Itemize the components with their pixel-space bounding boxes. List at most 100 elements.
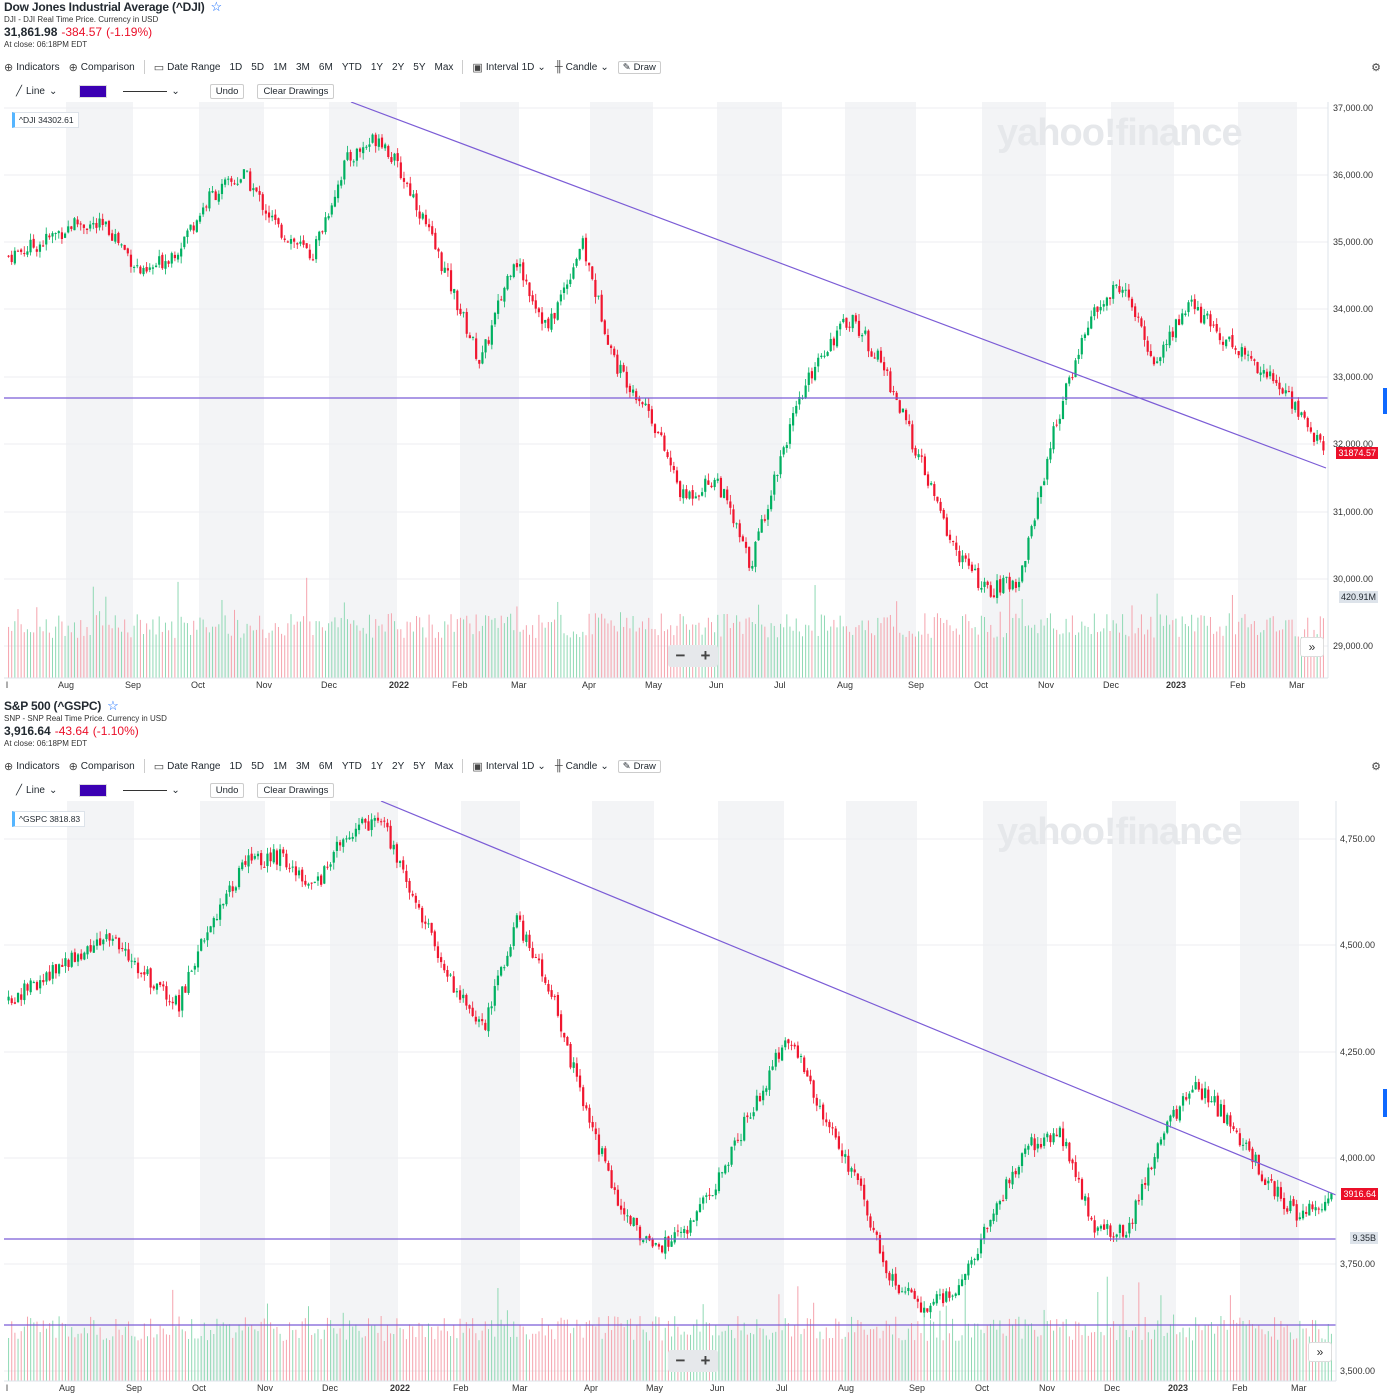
volume-bar xyxy=(216,1318,218,1381)
range-1d[interactable]: 1D xyxy=(229,760,243,772)
volume-bar xyxy=(409,622,411,678)
candle-body xyxy=(970,1260,973,1265)
range-5y[interactable]: 5Y xyxy=(413,760,426,772)
interval-button[interactable]: ▣ Interval 1D ⌄ xyxy=(472,760,546,773)
volume-bar xyxy=(326,1317,328,1381)
gspc-chart[interactable]: 4,750.004,500.004,250.004,000.003,750.00… xyxy=(0,801,1387,1398)
volume-bar xyxy=(367,1318,369,1381)
range-ytd[interactable]: YTD xyxy=(341,61,362,73)
candle-body xyxy=(738,523,741,538)
candle-body xyxy=(181,986,184,1011)
star-icon[interactable]: ☆ xyxy=(107,699,119,713)
volume-bar xyxy=(162,1328,164,1381)
candle-body xyxy=(1265,371,1269,378)
range-3m[interactable]: 3M xyxy=(296,61,310,73)
candle-body xyxy=(1108,297,1112,299)
candle-button[interactable]: ╫ Candle ⌄ xyxy=(554,760,609,772)
range-1m[interactable]: 1M xyxy=(273,760,287,772)
range-6m[interactable]: 6M xyxy=(318,760,333,772)
line-tool-button[interactable]: ╱ Line ⌄ xyxy=(16,784,58,796)
candle-body xyxy=(831,1127,834,1129)
range-3m[interactable]: 3M xyxy=(296,760,310,772)
volume-bar xyxy=(427,1323,429,1381)
calendar-icon: ▣ xyxy=(472,760,483,773)
clear-drawings-button[interactable]: Clear Drawings xyxy=(257,83,335,99)
dji-chart[interactable]: 37,000.0036,000.0035,000.0034,000.0033,0… xyxy=(0,102,1387,699)
comparison-button[interactable]: ⊕ Comparison xyxy=(68,61,135,74)
candle-body xyxy=(1278,382,1281,390)
candle-body xyxy=(236,183,239,185)
candle-body xyxy=(1284,390,1287,394)
range-1y[interactable]: 1Y xyxy=(370,760,384,772)
line-tool-button[interactable]: ╱ Line ⌄ xyxy=(16,85,58,97)
candle-button[interactable]: ╫ Candle ⌄ xyxy=(554,61,609,73)
range-1y[interactable]: 1Y xyxy=(370,61,384,73)
indicators-button[interactable]: ⊕ Indicators xyxy=(4,760,60,773)
candle-body xyxy=(700,492,704,496)
gspc-close-note: At close: 06:18PM EDT xyxy=(4,739,88,748)
clear-drawings-button[interactable]: Clear Drawings xyxy=(257,782,335,798)
volume-bar xyxy=(372,637,374,678)
candle-body xyxy=(766,509,770,520)
range-1m[interactable]: 1M xyxy=(273,61,287,73)
volume-bar xyxy=(503,1325,505,1381)
candle-body xyxy=(1128,1222,1131,1234)
line-style-select[interactable]: ⌄ xyxy=(123,785,180,796)
candle-body xyxy=(430,922,433,933)
zoom-in-icon[interactable]: + xyxy=(700,646,711,665)
undo-button[interactable]: Undo xyxy=(209,782,245,798)
range-max[interactable]: Max xyxy=(434,61,454,73)
volume-bar xyxy=(229,1324,231,1381)
range-5y[interactable]: 5Y xyxy=(413,61,426,73)
undo-button[interactable]: Undo xyxy=(209,83,245,99)
volume-bar xyxy=(974,1323,976,1381)
candle-body xyxy=(1294,402,1297,410)
zoom-out-icon[interactable]: − xyxy=(675,646,686,665)
candle-body xyxy=(383,820,386,822)
candle-body xyxy=(515,263,519,268)
range-ytd[interactable]: YTD xyxy=(341,760,362,772)
candle-body xyxy=(1033,1138,1036,1151)
interval-button[interactable]: ▣ Interval 1D ⌄ xyxy=(472,61,546,74)
indicators-button[interactable]: ⊕ Indicators xyxy=(4,61,60,74)
date-range-button[interactable]: ▭ Date Range xyxy=(153,760,221,773)
comparison-button[interactable]: ⊕ Comparison xyxy=(68,760,135,773)
range-2y[interactable]: 2Y xyxy=(392,760,405,772)
scroll-handle[interactable] xyxy=(1383,388,1387,414)
range-2y[interactable]: 2Y xyxy=(392,61,405,73)
volume-bar xyxy=(911,633,913,678)
scroll-handle[interactable] xyxy=(1383,1089,1387,1117)
candle-body xyxy=(1058,418,1061,424)
candle-body xyxy=(1039,486,1043,498)
volume-bar xyxy=(591,634,593,678)
color-swatch[interactable] xyxy=(79,783,108,797)
range-5d[interactable]: 5D xyxy=(251,760,265,772)
gear-icon[interactable]: ⚙ xyxy=(1371,61,1381,74)
volume-bar xyxy=(255,629,257,678)
zoom-in-icon[interactable]: + xyxy=(700,1351,711,1370)
volume-bar xyxy=(723,614,725,678)
volume-bar xyxy=(1012,617,1014,678)
range-max[interactable]: Max xyxy=(434,760,454,772)
gear-icon[interactable]: ⚙ xyxy=(1371,760,1381,773)
scroll-forward-button[interactable]: » xyxy=(1308,1342,1332,1362)
volume-bar xyxy=(1078,1322,1080,1381)
zoom-out-icon[interactable]: − xyxy=(675,1351,686,1370)
color-swatch[interactable] xyxy=(79,84,108,98)
date-range-button[interactable]: ▭ Date Range xyxy=(153,61,221,74)
candle-body xyxy=(155,983,159,990)
gspc-subtitle: SNP - SNP Real Time Price. Currency in U… xyxy=(4,714,167,723)
candle-body xyxy=(850,1168,853,1172)
range-6m[interactable]: 6M xyxy=(318,61,333,73)
candle-body xyxy=(837,1136,841,1149)
star-icon[interactable]: ☆ xyxy=(210,0,223,14)
scroll-forward-button[interactable]: » xyxy=(1300,637,1324,657)
candle-body xyxy=(1276,1186,1279,1197)
draw-button[interactable]: ✎ Draw xyxy=(617,759,661,773)
candle-body xyxy=(1247,354,1250,356)
range-1d[interactable]: 1D xyxy=(229,61,243,73)
candle-body xyxy=(626,1215,629,1217)
range-5d[interactable]: 5D xyxy=(251,61,265,73)
line-style-select[interactable]: ⌄ xyxy=(123,86,180,97)
draw-button[interactable]: ✎ Draw xyxy=(617,60,661,74)
